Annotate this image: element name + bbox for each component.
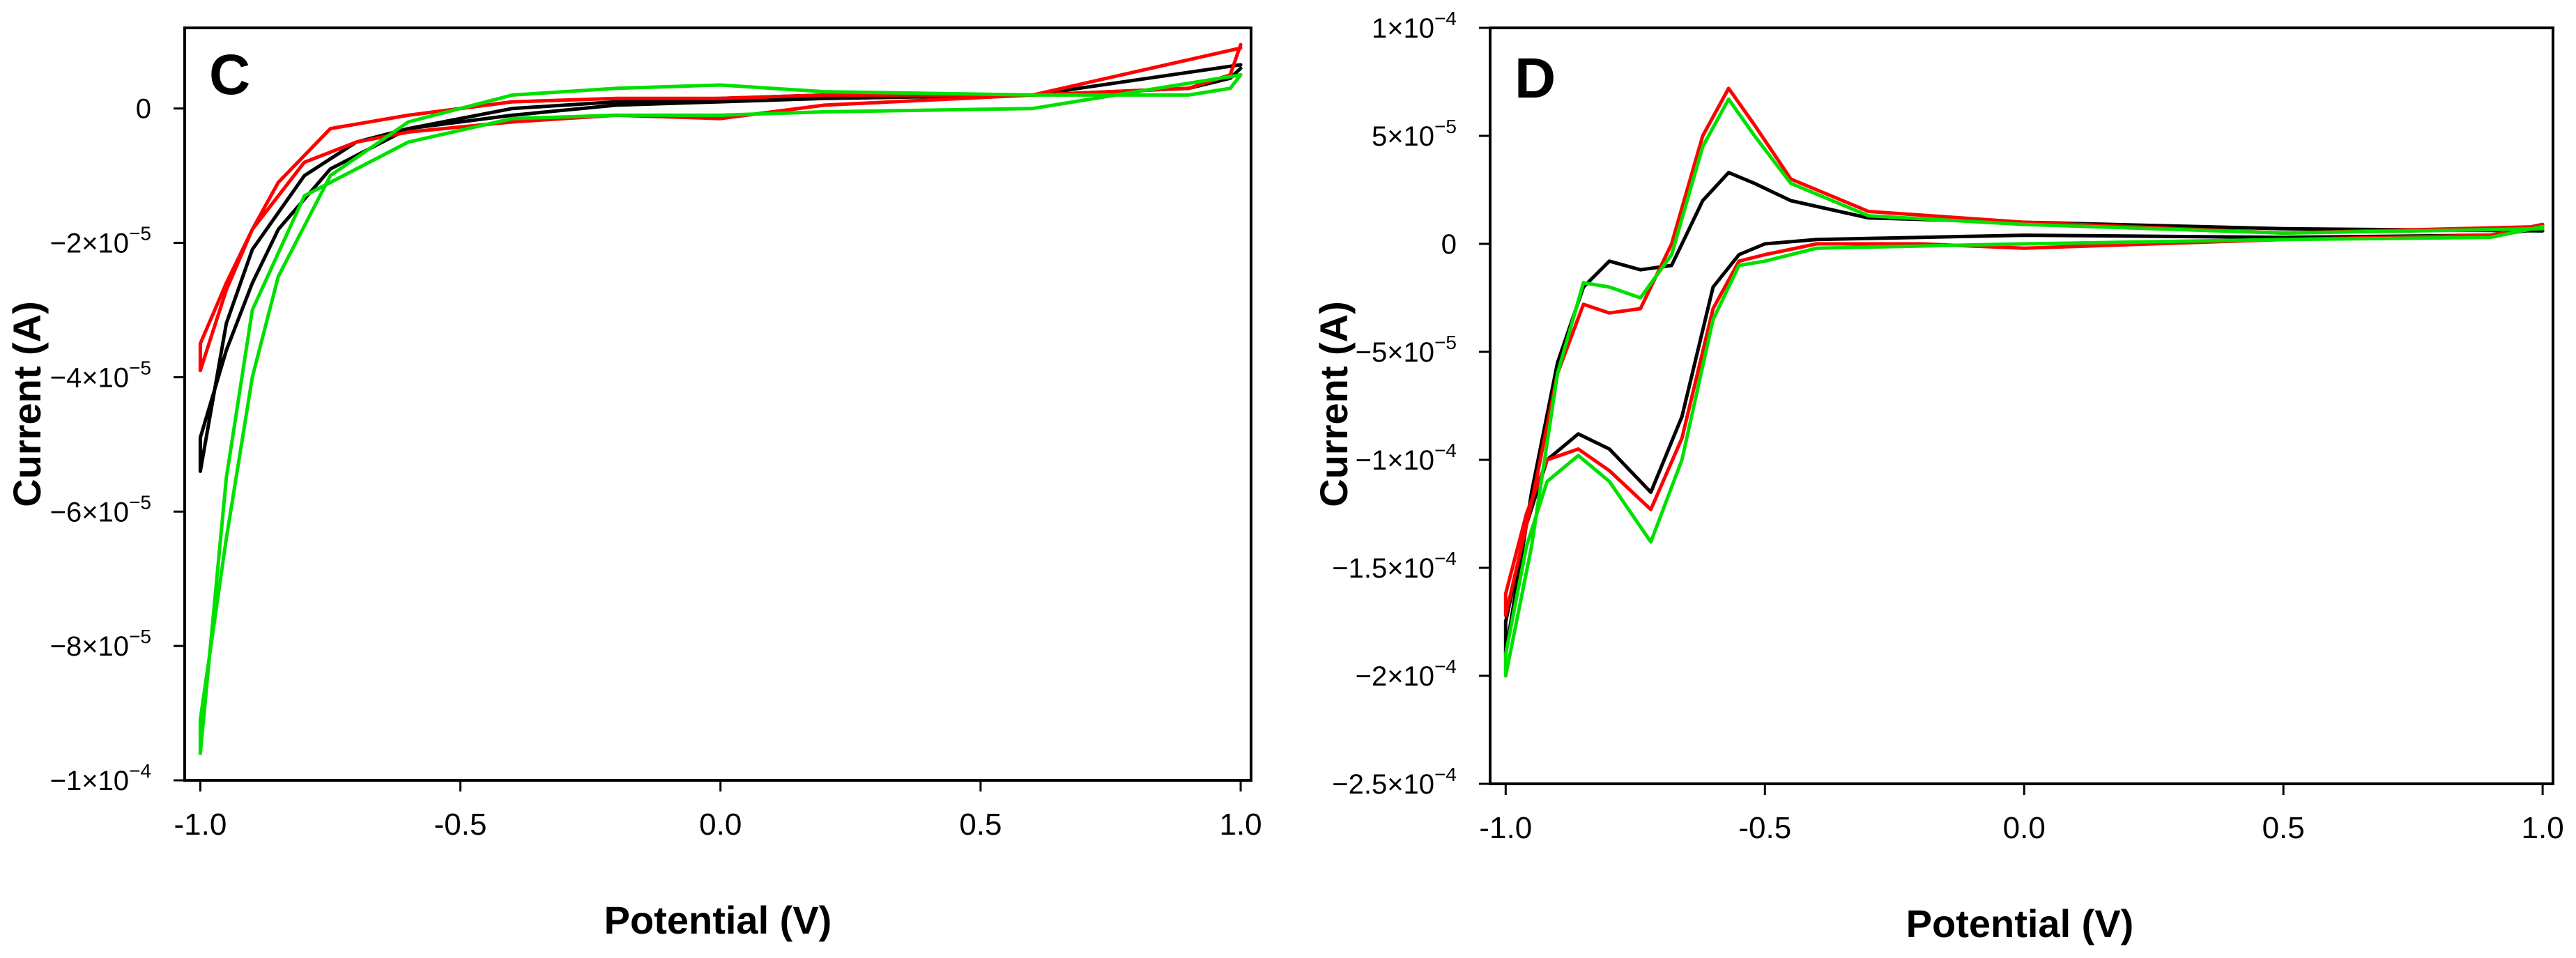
y-axis-title: Current (A) <box>5 301 49 507</box>
chart-panel-d: -1.0 -0.5 0.0 0.5 1.0 1×10−45×10−50−5×10−5−1… <box>1312 8 2564 945</box>
y-tick-mantissa: −4×10 <box>50 362 129 393</box>
x-tick-label: 0.5 <box>2262 811 2305 845</box>
x-tick-label: 0.0 <box>2003 811 2046 845</box>
chart-panel-c: -1.0 -0.5 0.0 0.5 1.0 0−2×10−5−4×10−5−6×10−5… <box>5 26 1262 942</box>
y-tick-mantissa: 1×10 <box>1372 13 1434 44</box>
x-tick-label: 1.0 <box>1219 808 1262 842</box>
y-tick-mantissa: 5×10 <box>1372 121 1434 152</box>
x-tick-label: -0.5 <box>1738 811 1791 845</box>
x-axis-ticks: -1.0 -0.5 0.0 0.5 1.0 <box>174 780 1262 842</box>
y-tick-exponent: −4 <box>129 760 151 782</box>
panel-label: D <box>1515 47 1556 110</box>
plot-lines <box>198 43 1243 755</box>
x-axis-ticks: -1.0 -0.5 0.0 0.5 1.0 <box>1479 784 2564 845</box>
x-axis-title: Potential (V) <box>604 898 832 942</box>
panel-label: C <box>209 43 250 107</box>
y-tick-label: −8×10−5 <box>50 626 151 662</box>
series-line-green <box>1503 97 2545 678</box>
y-tick-label: −1×10−4 <box>1356 440 1457 476</box>
y-tick-label: 5×10−5 <box>1372 116 1457 152</box>
y-tick-exponent: −5 <box>1434 332 1457 353</box>
y-tick-exponent: −5 <box>1434 116 1457 137</box>
y-tick-exponent: −4 <box>1434 548 1457 569</box>
y-tick-exponent: −5 <box>129 491 151 513</box>
x-tick-label: -1.0 <box>174 808 227 842</box>
y-tick-label: 0 <box>136 94 151 125</box>
x-axis-title: Potential (V) <box>1906 902 2134 945</box>
y-tick-exponent: −4 <box>1434 656 1457 677</box>
y-tick-exponent: −4 <box>1434 440 1457 461</box>
y-tick-label: −2×10−4 <box>1356 656 1457 692</box>
y-tick-mantissa: −8×10 <box>50 631 129 662</box>
plot-frame <box>1489 26 2554 785</box>
y-tick-mantissa: −1×10 <box>50 766 129 796</box>
y-tick-exponent: −5 <box>129 626 151 647</box>
y-axis-ticks: 0−2×10−5−4×10−5−6×10−5−8×10−5−1×10−4 <box>50 94 185 796</box>
y-tick-label: −2×10−5 <box>50 223 151 259</box>
y-tick-exponent: −5 <box>129 357 151 378</box>
y-tick-exponent: −4 <box>1434 764 1457 785</box>
y-tick-mantissa: −6×10 <box>50 497 129 527</box>
y-tick-mantissa: −5×10 <box>1356 337 1434 368</box>
y-tick-label: −4×10−5 <box>50 357 151 393</box>
y-tick-exponent: −4 <box>1434 8 1457 29</box>
series-line-black <box>1503 171 2545 656</box>
y-tick-mantissa: −2×10 <box>50 229 129 259</box>
y-tick-mantissa: −2×10 <box>1356 661 1434 692</box>
series-line-green <box>198 73 1243 755</box>
x-tick-label: -0.5 <box>434 808 487 842</box>
y-axis-ticks: 1×10−45×10−50−5×10−5−1×10−4−1.5×10−4−2×1… <box>1332 8 1490 800</box>
y-tick-label: −1.5×10−4 <box>1332 548 1457 584</box>
y-tick-mantissa: −2.5×10 <box>1332 769 1434 800</box>
y-tick-label: −1×10−4 <box>50 760 151 796</box>
y-tick-mantissa: −1.5×10 <box>1332 553 1434 584</box>
plot-frame <box>183 26 1252 782</box>
plot-lines <box>1503 86 2545 678</box>
y-tick-label: 0 <box>1441 229 1457 260</box>
x-tick-label: 0.5 <box>959 808 1002 842</box>
y-tick-label: 1×10−4 <box>1372 8 1457 44</box>
y-tick-label: −2.5×10−4 <box>1332 764 1457 800</box>
series-line-red <box>1503 86 2545 617</box>
x-tick-label: 0.0 <box>699 808 742 842</box>
x-tick-label: -1.0 <box>1479 811 1532 845</box>
y-tick-mantissa: −1×10 <box>1356 445 1434 476</box>
y-tick-label: −5×10−5 <box>1356 332 1457 368</box>
y-axis-title: Current (A) <box>1312 301 1356 507</box>
y-tick-exponent: −5 <box>129 223 151 245</box>
x-tick-label: 1.0 <box>2522 811 2564 845</box>
y-tick-label: −6×10−5 <box>50 491 151 527</box>
